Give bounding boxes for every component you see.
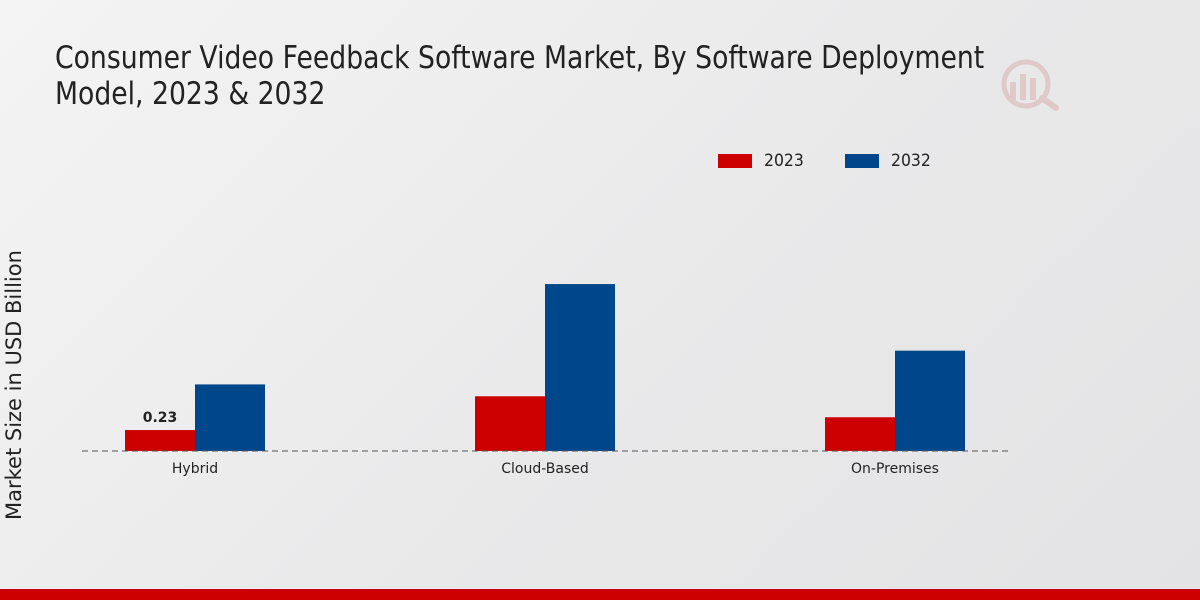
legend: 2023 2032	[718, 148, 973, 174]
bar-hybrid-2032	[195, 384, 265, 451]
bar-hybrid-2023	[125, 430, 195, 451]
legend-label-2023: 2023	[764, 151, 804, 171]
legend-swatch-2023	[718, 154, 752, 168]
legend-item-2023: 2023	[718, 151, 807, 171]
legend-swatch-2032	[845, 154, 880, 168]
bar-cloud-based-2032	[545, 284, 615, 451]
legend-item-2032: 2032	[845, 151, 934, 171]
bottom-accent-bar	[0, 589, 1200, 600]
x-tick-label-cloud-based: Cloud-Based	[501, 461, 589, 477]
watermark-logo-icon	[1001, 59, 1059, 111]
bar-on-premises-2032	[895, 350, 965, 451]
legend-label-2032: 2032	[891, 151, 932, 171]
chart-title: Consumer Video Feedback Software Market,…	[55, 40, 985, 112]
data-label-hybrid-2023: 0.23	[143, 410, 178, 426]
x-tick-label-on-premises: On-Premises	[851, 461, 939, 477]
bar-on-premises-2023	[825, 417, 895, 451]
x-tick-label-hybrid: Hybrid	[172, 461, 218, 477]
bar-cloud-based-2023	[475, 396, 545, 451]
